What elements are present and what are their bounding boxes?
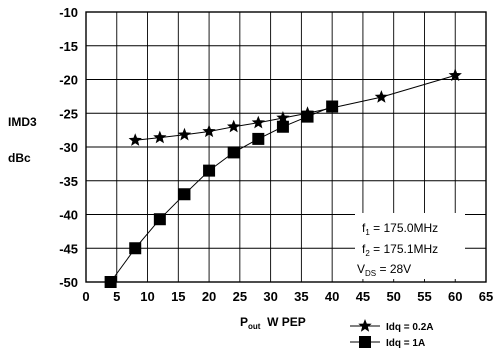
data-point-idq-1a xyxy=(227,146,240,159)
y-tick-label: -50 xyxy=(59,275,78,290)
series-line-idq-1a xyxy=(110,106,333,283)
data-point-idq-0-2a xyxy=(276,111,290,124)
plot-area xyxy=(104,68,462,288)
data-point-idq-0-2a xyxy=(448,68,462,82)
x-tick-label: 50 xyxy=(386,289,400,304)
y-axis-label-line2: dBc xyxy=(8,151,31,165)
x-tick-label: 20 xyxy=(202,289,216,304)
data-point-idq-0-2a xyxy=(128,133,142,146)
y-tick-label: -45 xyxy=(59,241,78,256)
data-point-idq-1a xyxy=(153,213,166,226)
legend-star-marker xyxy=(358,319,372,332)
y-tick-label: -40 xyxy=(59,208,78,223)
y-tick-label: -25 xyxy=(59,106,78,121)
data-point-idq-1a xyxy=(301,110,314,123)
y-tick-labels: -10 -15 -20 -25 -30 -35 -40 -45 -50 xyxy=(59,5,78,290)
data-point-idq-1a xyxy=(104,276,117,288)
x-tick-label: 0 xyxy=(82,289,89,304)
data-point-idq-1a xyxy=(178,188,191,201)
x-tick-label: 5 xyxy=(113,289,120,304)
data-point-idq-0-2a xyxy=(202,124,216,138)
series-line-idq-0-2a xyxy=(135,74,456,141)
y-tick-label: -15 xyxy=(59,39,78,54)
annotation-box xyxy=(355,213,465,279)
data-point-idq-0-2a xyxy=(177,127,192,141)
data-point-idq-0-2a xyxy=(374,90,388,103)
x-tick-label: 45 xyxy=(356,289,370,304)
y-tick-label: -10 xyxy=(59,5,78,20)
x-tick-label: 10 xyxy=(140,289,154,304)
legend-square-marker xyxy=(359,336,371,348)
data-point-idq-1a xyxy=(326,100,339,113)
annotation-f2: f2 = 175.1MHz xyxy=(362,242,438,258)
x-tick-label: 65 xyxy=(479,289,493,304)
data-point-idq-0-2a xyxy=(153,130,167,144)
data-point-idq-1a xyxy=(276,120,289,133)
legend-label-idq-1a: Idq = 1A xyxy=(386,338,425,349)
legend-label-idq-0-2a: Idq = 0.2A xyxy=(386,322,434,333)
data-point-idq-0-2a xyxy=(227,119,241,133)
x-tick-label: 60 xyxy=(448,289,462,304)
data-point-idq-1a xyxy=(252,132,265,145)
data-point-idq-1a xyxy=(129,242,142,255)
plot-frame xyxy=(85,11,487,283)
x-tick-label: 40 xyxy=(325,289,339,304)
y-axis-label-line1: IMD3 xyxy=(8,115,37,129)
annotation-vds: VDS = 28V xyxy=(357,262,411,278)
y-tick-label: -20 xyxy=(59,73,78,88)
x-axis-label: Pout W PEP xyxy=(240,315,306,331)
x-tick-label: 15 xyxy=(171,289,185,304)
x-tick-labels: 0 5 10 15 20 25 30 35 40 45 50 55 60 65 xyxy=(82,289,493,304)
y-tick-label: -35 xyxy=(59,174,78,189)
x-tick-label: 35 xyxy=(294,289,308,304)
annotation-f1: f1 = 175.0MHz xyxy=(362,221,438,237)
x-tick-label: 55 xyxy=(417,289,431,304)
data-point-idq-1a xyxy=(203,164,216,177)
x-tick-label: 30 xyxy=(263,289,277,304)
y-tick-label: -30 xyxy=(59,140,78,155)
x-tick-label: 25 xyxy=(233,289,247,304)
data-point-idq-0-2a xyxy=(251,115,265,129)
legend: Idq = 0.2A Idq = 1A xyxy=(350,319,434,349)
